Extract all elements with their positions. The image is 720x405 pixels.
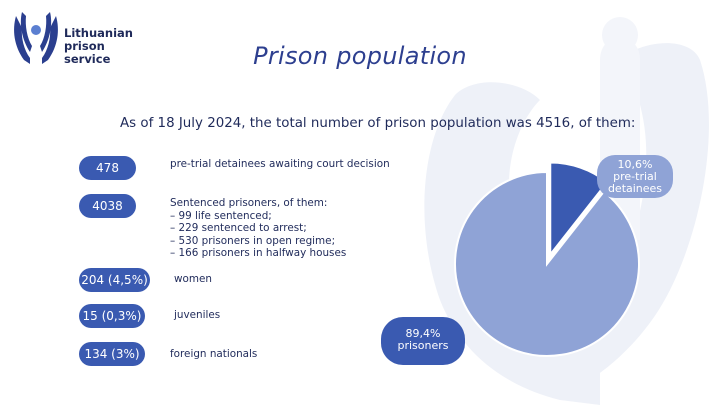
stat-pill-sentenced: 4038: [79, 194, 136, 218]
pretrial-percent-value: 10,6%: [617, 158, 653, 171]
stat-desc-juveniles: juveniles: [174, 309, 220, 322]
prisoners-percent-bubble: 89,4% prisoners: [381, 317, 465, 365]
prisoners-percent-label: prisoners: [397, 339, 449, 352]
stat-pill-juveniles: 15 (0,3%): [79, 304, 145, 328]
stat-desc-sentenced: Sentenced prisoners, of them: – 99 life …: [170, 197, 346, 260]
stat-desc-line: – 166 prisoners in halfway houses: [170, 247, 347, 259]
stat-desc-line: juveniles: [174, 309, 221, 321]
stat-desc-line: pre-trial detainees awaiting court decis…: [170, 158, 390, 170]
stat-desc-line: – 229 sentenced to arrest;: [170, 222, 307, 234]
logo-line-2: prison: [64, 39, 105, 53]
page-title: Prison population: [253, 42, 467, 70]
subtitle: As of 18 July 2024, the total number of …: [120, 116, 636, 131]
logo-text: Lithuanian prison service: [64, 27, 133, 66]
pretrial-percent-label: pre-trial detainees: [607, 170, 663, 195]
prison-service-emblem-icon: [14, 12, 58, 64]
stat-desc-line: foreign nationals: [170, 348, 258, 360]
stat-desc-line: women: [174, 273, 212, 285]
logo-line-1: Lithuanian: [64, 26, 133, 40]
pretrial-percent-bubble: 10,6% pre-trial detainees: [597, 155, 673, 198]
stat-pill-pretrial: 478: [79, 156, 136, 180]
stat-desc-foreign: foreign nationals: [170, 348, 257, 361]
stat-pill-foreign: 134 (3%): [79, 342, 145, 366]
pie-slice-prisoners: [454, 170, 640, 357]
stat-desc-line: – 530 prisoners in open regime;: [170, 234, 336, 247]
stat-desc-pretrial: pre-trial detainees awaiting court decis…: [170, 158, 390, 171]
prisoners-percent-value: 89,4%: [405, 327, 441, 340]
stat-desc-women: women: [174, 273, 212, 286]
logo-line-3: service: [64, 52, 111, 66]
stat-desc-line: – 99 life sentenced;: [170, 209, 272, 222]
stat-pill-women: 204 (4,5%): [79, 268, 150, 292]
stat-desc-line: Sentenced prisoners, of them:: [170, 197, 328, 209]
logo: Lithuanian prison service: [10, 6, 150, 68]
